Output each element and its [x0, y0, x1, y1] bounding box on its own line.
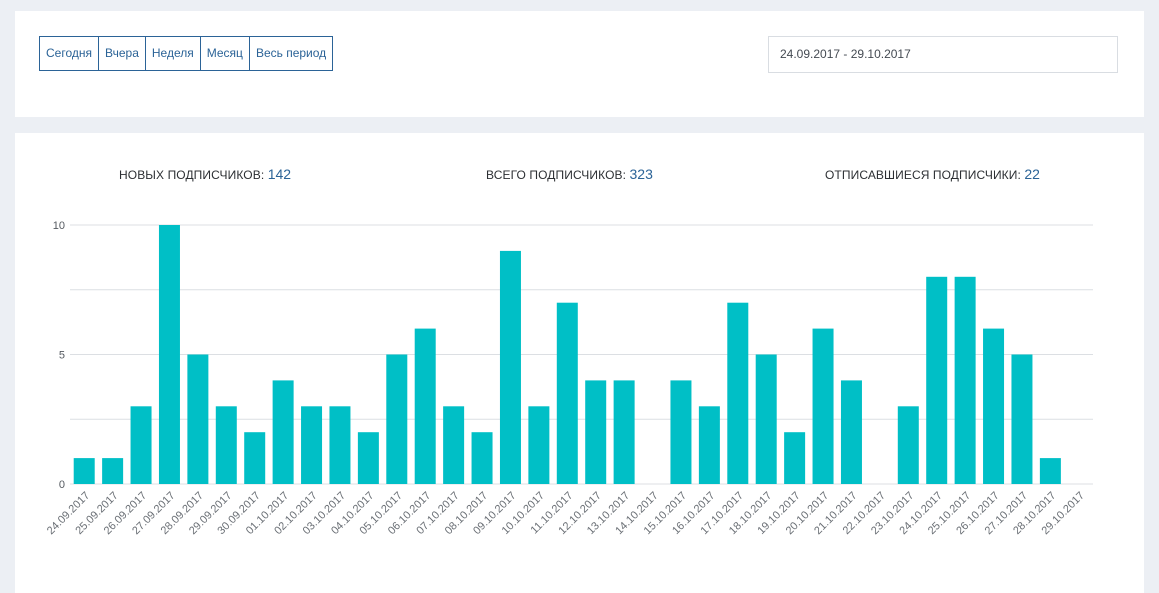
bar: [187, 354, 209, 484]
yesterday-button[interactable]: Вчера: [98, 37, 145, 70]
bar: [840, 380, 862, 484]
bar: [414, 328, 436, 484]
bar: [272, 380, 294, 484]
bar: [670, 380, 692, 484]
unsubscribed-value: 22: [1024, 166, 1040, 182]
new-subscribers-value: 142: [267, 166, 292, 182]
bar: [613, 380, 635, 484]
bar: [130, 406, 152, 484]
bar: [301, 406, 323, 484]
bar: [244, 432, 266, 484]
y-tick-label: 5: [59, 350, 65, 362]
bar: [499, 250, 521, 484]
bar: [755, 354, 777, 484]
total-subscribers-value: 323: [629, 166, 653, 182]
bar: [329, 406, 351, 484]
bar: [1011, 354, 1033, 484]
new-subscribers-label: НОВЫХ ПОДПИСЧИКОВ:: [119, 168, 265, 182]
date-range-input[interactable]: 24.09.2017 - 29.10.2017: [768, 36, 1118, 73]
bar: [727, 302, 749, 484]
bar: [357, 432, 379, 484]
period-button-group: Сегодня Вчера Неделя Месяц Весь период: [39, 36, 334, 71]
bar: [73, 458, 95, 484]
month-button[interactable]: Месяц: [199, 37, 249, 70]
today-button[interactable]: Сегодня: [46, 46, 92, 60]
bar: [528, 406, 550, 484]
new-subscribers-stat: НОВЫХ ПОДПИСЧИКОВ: 142: [119, 166, 291, 182]
bar: [983, 328, 1005, 484]
bar: [812, 328, 834, 484]
y-tick-label: 10: [53, 220, 65, 232]
week-button[interactable]: Неделя: [144, 37, 200, 70]
bar: [215, 406, 237, 484]
subscribers-bar-chart: 051024.09.201725.09.201726.09.201727.09.…: [45, 220, 1093, 537]
bar: [585, 380, 607, 484]
bar: [784, 432, 806, 484]
unsubscribed-stat: ОТПИСАВШИЕСЯ ПОДПИСЧИКИ: 22: [825, 166, 1040, 182]
bar: [897, 406, 919, 484]
bar: [698, 406, 720, 484]
bar: [926, 276, 948, 484]
bar: [386, 354, 408, 484]
bar: [954, 276, 976, 484]
unsubscribed-label: ОТПИСАВШИЕСЯ ПОДПИСЧИКИ:: [825, 168, 1021, 182]
all-period-button[interactable]: Весь период: [248, 37, 332, 70]
chart-panel: НОВЫХ ПОДПИСЧИКОВ: 142 ВСЕГО ПОДПИСЧИКОВ…: [15, 133, 1144, 593]
bar: [158, 225, 180, 484]
y-tick-label: 0: [59, 479, 65, 491]
filter-panel: Сегодня Вчера Неделя Месяц Весь период 2…: [15, 11, 1144, 117]
bar: [556, 302, 578, 484]
bar: [443, 406, 465, 484]
bar: [102, 458, 124, 484]
total-subscribers-stat: ВСЕГО ПОДПИСЧИКОВ: 323: [486, 166, 653, 182]
total-subscribers-label: ВСЕГО ПОДПИСЧИКОВ:: [486, 168, 627, 182]
bar: [471, 432, 493, 484]
bar: [1039, 458, 1061, 484]
